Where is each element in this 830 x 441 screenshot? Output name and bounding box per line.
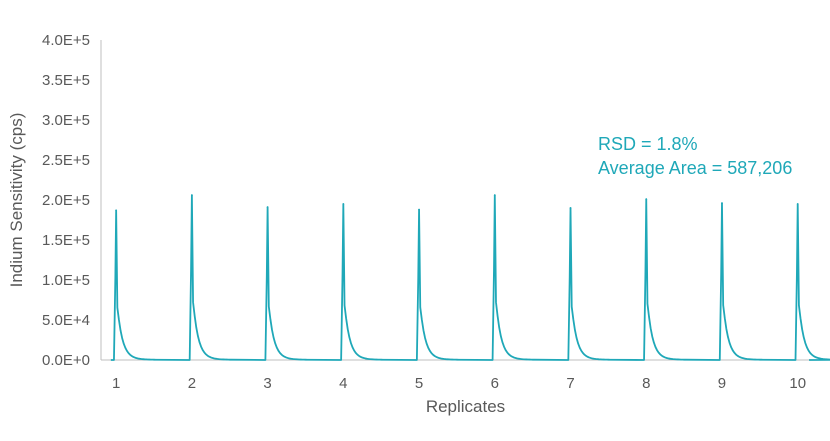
peak-point-replicate-5 (418, 208, 420, 211)
series-layer (110, 194, 830, 361)
rsd-annotation: RSD = 1.8% (598, 134, 698, 154)
peak-point-replicate-7 (569, 207, 572, 209)
y-tick-label: 3.0E+5 (42, 112, 90, 129)
peak-point-replicate-4 (342, 203, 345, 205)
y-tick-label: 5.0E+4 (42, 312, 90, 329)
x-tick-label: 3 (263, 375, 271, 392)
peak-point-replicate-6 (493, 194, 496, 197)
y-tick-label: 4.0E+5 (42, 32, 90, 49)
y-axis-ticks: 0.0E+0 5.0E+4 1.0E+5 1.5E+5 2.0E+5 2.5E+5 3.0E… (42, 32, 90, 369)
x-tick-label: 6 (491, 375, 499, 392)
x-tick-label: 1 (112, 375, 120, 392)
x-tick-label: 8 (642, 375, 650, 392)
y-tick-label: 1.0E+5 (42, 272, 90, 289)
average-area-annotation: Average Area = 587,206 (598, 158, 792, 178)
y-tick-label: 2.0E+5 (42, 192, 90, 209)
y-tick-label: 3.5E+5 (42, 72, 90, 89)
y-tick-label: 1.5E+5 (42, 232, 90, 249)
peak-point-replicate-10 (796, 203, 799, 205)
series-line (110, 194, 830, 361)
y-tick-label: 2.5E+5 (42, 152, 90, 169)
y-tick-label: 0.0E+0 (42, 352, 90, 369)
x-axis-title: Replicates (426, 397, 505, 416)
x-tick-label: 10 (789, 375, 806, 392)
peak-point-replicate-8 (645, 198, 648, 201)
x-tick-label: 9 (718, 375, 726, 392)
y-axis-title: Indium Sensitivity (cps) (7, 113, 26, 288)
peak-point-replicate-1 (115, 209, 118, 212)
x-tick-label: 5 (415, 375, 423, 392)
x-tick-label: 2 (188, 375, 196, 392)
peak-point-replicate-2 (190, 194, 193, 197)
x-axis-ticks: 1 2 3 4 5 6 7 8 9 10 (112, 375, 806, 392)
x-tick-label: 4 (339, 375, 347, 392)
peak-point-replicate-9 (721, 202, 723, 205)
peak-point-replicate-3 (266, 206, 269, 209)
x-tick-label: 7 (566, 375, 574, 392)
